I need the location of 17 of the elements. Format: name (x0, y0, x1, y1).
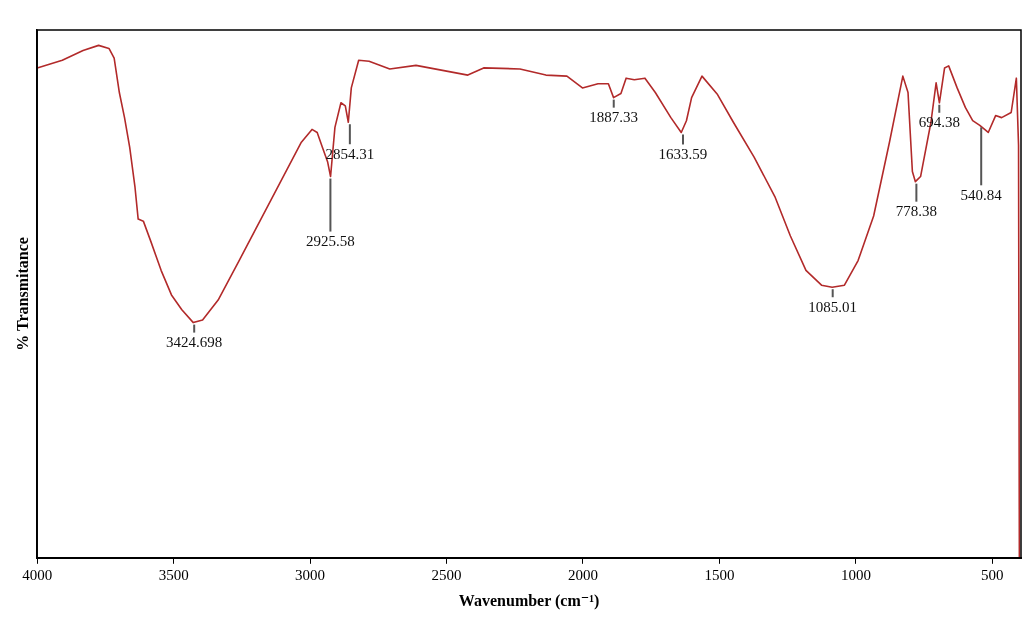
annotation: 778.38 (895, 203, 937, 220)
x-tick-label: 3500 (158, 566, 189, 583)
annotation: 1633.59 (658, 145, 708, 162)
annotation: 2925.58 (306, 232, 355, 249)
x-tick-label: 3000 (295, 566, 326, 583)
x-tick-label: 1000 (840, 566, 871, 583)
x-tick-label: 2000 (568, 566, 598, 583)
x-tick-label: 2500 (431, 566, 462, 583)
annotation: 540.84 (960, 186, 1003, 203)
x-tick-label: 1500 (704, 566, 735, 583)
annotation: 1887.33 (589, 109, 639, 126)
annotation: 3424.698 (166, 334, 223, 351)
x-tick-label: 4000 (22, 566, 53, 583)
annotation: 1085.01 (808, 298, 858, 315)
x-tick-label: 500 (981, 566, 1004, 583)
x-axis-title: Wavenumber (cm⁻¹) (458, 591, 600, 610)
y-axis-title: % Transmitance (13, 237, 31, 351)
